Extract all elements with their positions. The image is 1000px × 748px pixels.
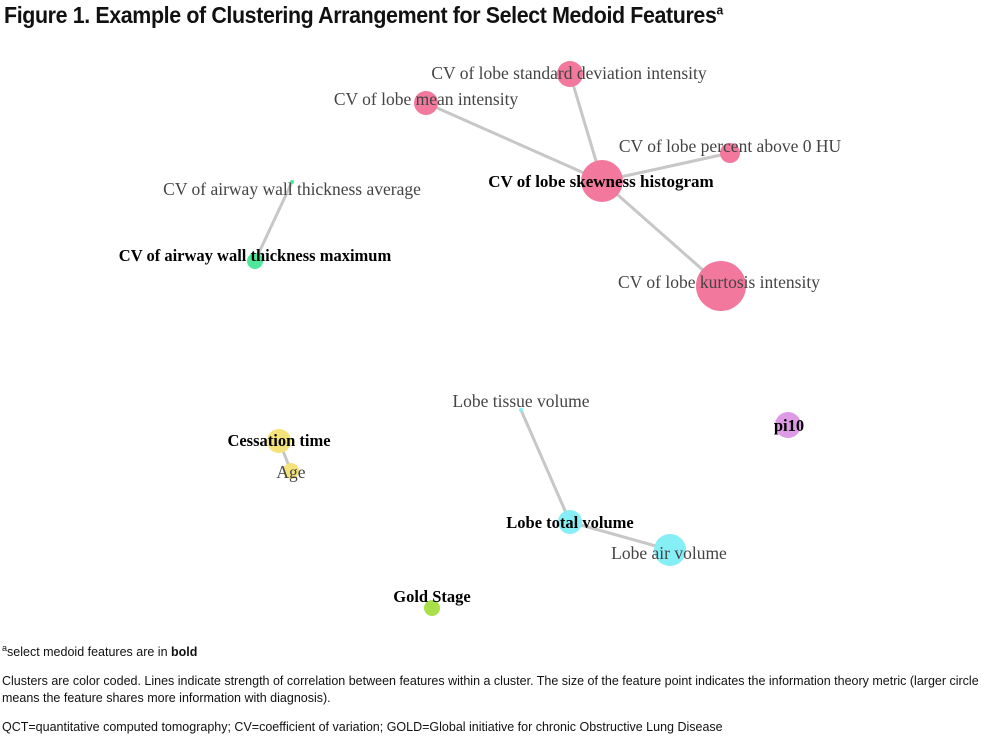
node-label-total: Lobe total volume <box>506 513 633 532</box>
node-total <box>558 510 582 534</box>
figure-title-text: Figure 1. Example of Clustering Arrangem… <box>4 2 717 28</box>
node-mean <box>414 91 438 115</box>
edge-tissue-total <box>519 408 572 524</box>
node-label-age: Age <box>276 462 305 482</box>
node-kurt <box>696 261 746 311</box>
node-label-gold: Gold Stage <box>393 587 470 606</box>
node-air <box>654 534 686 566</box>
node-pi10 <box>775 412 801 438</box>
node-label-sd: CV of lobe standard deviation intensity <box>431 63 707 83</box>
node-label-tissue: Lobe tissue volume <box>452 391 589 411</box>
labels-layer: CV of lobe standard deviation intensity C… <box>119 63 842 606</box>
node-gold <box>424 600 440 616</box>
edge-awavg-awmax <box>253 180 294 263</box>
node-label-awmax: CV of airway wall thickness maximum <box>119 246 392 265</box>
node-pct <box>720 143 740 163</box>
cluster-network: CV of lobe standard deviation intensity C… <box>119 61 842 616</box>
node-label-awavg: CV of airway wall thickness average <box>163 179 421 199</box>
node-label-mean: CV of lobe mean intensity <box>334 89 519 109</box>
node-label-skew: CV of lobe skewness histogram <box>488 172 713 191</box>
node-awavg <box>290 180 294 184</box>
node-label-pct: CV of lobe percent above 0 HU <box>619 136 842 156</box>
node-cess <box>267 429 291 453</box>
node-age <box>283 463 299 479</box>
node-tissue <box>519 408 523 412</box>
footnote-superscript: a <box>2 643 8 653</box>
edge-skew-pct <box>600 151 732 183</box>
node-awmax <box>247 253 263 269</box>
node-skew <box>581 160 623 202</box>
footnote-text: select medoid features are in <box>7 645 171 660</box>
edge-skew-kurt <box>600 179 723 288</box>
nodes-layer <box>247 61 801 616</box>
footnote-bold: bold <box>171 645 198 660</box>
node-label-air: Lobe air volume <box>611 543 727 563</box>
node-sd <box>557 61 583 87</box>
figure-title-superscript: a <box>716 2 723 18</box>
figure-title: Figure 1. Example of Clustering Arrangem… <box>4 2 723 29</box>
edge-total-air <box>568 520 672 552</box>
footnote: aselect medoid features are in bold <box>2 640 992 661</box>
node-label-cess: Cessation time <box>227 431 330 450</box>
node-label-pi10: pi10 <box>774 416 804 435</box>
figure-notes: aselect medoid features are in bold Clus… <box>2 640 992 748</box>
abbreviations-note: QCT=quantitative computed tomography; CV… <box>2 720 723 735</box>
description-note: Clusters are color coded. Lines indicate… <box>2 674 979 706</box>
node-label-kurt: CV of lobe kurtosis intensity <box>618 272 820 292</box>
edge-skew-mean <box>424 101 604 183</box>
